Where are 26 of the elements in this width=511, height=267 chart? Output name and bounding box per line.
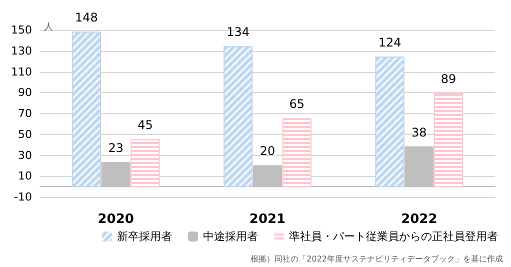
y-tick-label: 50 [18,128,32,141]
data-label: 23 [108,141,124,156]
data-label: 45 [138,118,153,132]
y-tick-label: 110 [11,65,32,78]
y-tick-label: 30 [18,148,32,162]
legend-label: 中途採用者 [203,230,258,243]
x-tick-label: 2022 [401,212,438,227]
y-tick-label: 70 [18,107,32,120]
data-label: 65 [289,97,305,112]
data-label: 148 [74,10,98,25]
x-tick-label: 2020 [98,212,134,227]
y-tick-label: 150 [11,24,32,36]
legend-label: 新卒採用者 [117,230,172,243]
x-tick-label: 2021 [249,212,286,227]
y-tick-label: -10 [14,190,32,204]
y-tick-label: 90 [18,86,32,100]
text: 根拠）同社の「2022年度サステナビリティデータブック」を基に作成 [250,254,503,264]
data-label: 38 [412,125,427,140]
data-label: 124 [378,36,402,50]
data-label: 134 [226,25,250,40]
legend-label: 準社員・パート従業員からの正社員登用者 [289,230,498,243]
data-label: 20 [260,144,276,158]
data-label: 89 [440,72,456,86]
y-tick-label: 10 [18,170,32,183]
y-axis-title: 人 [44,22,53,32]
y-tick-label: 130 [11,44,32,58]
